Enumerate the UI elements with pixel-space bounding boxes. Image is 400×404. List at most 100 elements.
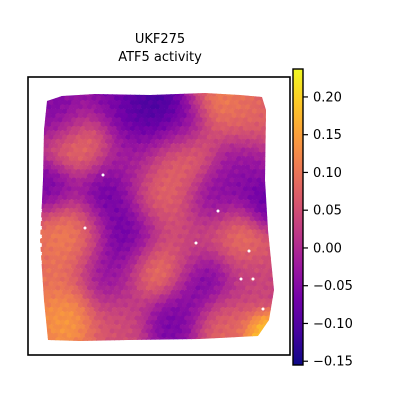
spot (265, 151, 272, 158)
spot (68, 181, 75, 188)
spot (215, 134, 222, 141)
spot (163, 285, 170, 291)
spot (125, 298, 131, 304)
spot (227, 190, 233, 197)
spot (111, 246, 118, 253)
spot (114, 95, 120, 102)
spot (120, 220, 127, 227)
spot (254, 138, 260, 145)
spot (100, 302, 107, 309)
spot (238, 177, 244, 184)
spot (222, 199, 229, 205)
spot (263, 95, 269, 102)
spot (233, 229, 240, 235)
spot (154, 319, 161, 326)
spot (202, 306, 208, 313)
spot (245, 242, 251, 248)
spot (150, 319, 156, 326)
spot (222, 302, 229, 309)
spot (50, 268, 57, 274)
spot (222, 207, 229, 214)
spot (186, 181, 192, 188)
spot (217, 95, 224, 102)
spot (120, 332, 127, 339)
spot (208, 242, 215, 248)
spot (68, 104, 75, 110)
spot (111, 134, 118, 141)
spot (75, 281, 82, 287)
spot (242, 177, 249, 184)
spot (80, 125, 86, 132)
spot (57, 203, 64, 210)
spot (211, 93, 217, 97)
spot (138, 212, 145, 218)
spot (208, 285, 215, 291)
spot (89, 151, 95, 158)
spot (62, 177, 68, 184)
spot (147, 212, 154, 218)
spot (75, 272, 82, 278)
spot (168, 224, 174, 231)
spot (170, 289, 177, 296)
spot (220, 125, 226, 132)
spot (50, 319, 57, 326)
spot (55, 199, 61, 205)
spot (220, 237, 226, 244)
spot (152, 298, 159, 304)
colorbar-tick-label: 0.15 (313, 128, 342, 143)
spot (123, 328, 129, 335)
spot (206, 281, 213, 287)
spot (64, 95, 70, 102)
spot (62, 203, 68, 210)
spot (107, 203, 113, 210)
spot (231, 121, 238, 128)
spot (136, 224, 143, 231)
spot (116, 203, 122, 210)
spot (175, 281, 181, 287)
spot (175, 160, 181, 166)
spot (254, 285, 260, 291)
spot (222, 268, 229, 274)
spot (138, 203, 145, 210)
spot (181, 216, 188, 222)
spot (229, 306, 235, 313)
spot (57, 255, 64, 261)
spot (269, 143, 274, 149)
spot (251, 93, 258, 97)
spot (116, 212, 122, 218)
spot (195, 95, 201, 102)
spot (172, 276, 179, 283)
spot (136, 268, 143, 274)
spot (256, 143, 262, 149)
spot (256, 246, 262, 253)
spot (260, 194, 267, 201)
spot (168, 138, 174, 145)
spot (247, 315, 253, 322)
spot (77, 216, 84, 222)
spot (95, 112, 102, 119)
spot (229, 289, 235, 296)
spot (224, 306, 231, 313)
spot (147, 263, 154, 270)
spot (141, 207, 147, 214)
spot (82, 130, 88, 136)
spot (202, 272, 208, 278)
spot (236, 259, 242, 266)
spot (102, 255, 109, 261)
spot (40, 324, 46, 330)
spot (73, 293, 79, 300)
spot (64, 104, 70, 110)
spot (175, 324, 181, 330)
spot (145, 121, 152, 128)
spot (147, 237, 154, 244)
spot (213, 259, 220, 266)
spot (267, 156, 274, 162)
spot (129, 263, 136, 270)
spot (161, 108, 168, 115)
spot (134, 134, 140, 141)
spot (141, 216, 147, 222)
spot (179, 168, 186, 175)
spot (269, 108, 274, 115)
spot (227, 181, 233, 188)
spot (73, 319, 79, 326)
